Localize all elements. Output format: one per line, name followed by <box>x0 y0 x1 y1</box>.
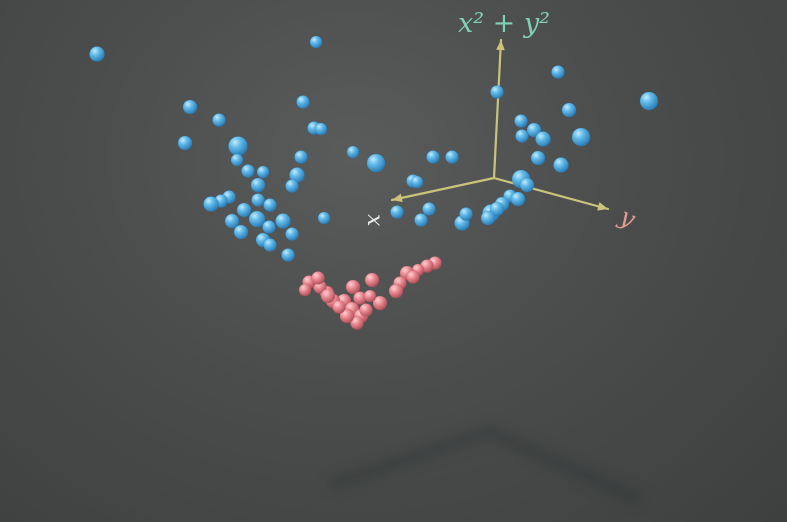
outer-class-point-10 <box>314 122 328 136</box>
inner-class-point-11 <box>372 295 388 311</box>
y-axis-line <box>492 176 610 211</box>
outer-class-point-47 <box>571 127 591 147</box>
outer-class-point-23 <box>263 198 277 212</box>
outer-class-point-33 <box>281 248 295 262</box>
inner-class-point-24 <box>359 303 373 317</box>
inner-class-point-9 <box>345 279 361 295</box>
outer-class-point-48 <box>530 150 546 166</box>
outer-class-point-7 <box>228 136 248 156</box>
outer-class-point-37 <box>426 150 440 164</box>
z-axis-line <box>492 38 503 180</box>
outer-class-point-3 <box>182 99 198 115</box>
inner-class-point-5 <box>406 270 420 284</box>
outer-class-point-40 <box>490 85 504 99</box>
points <box>89 35 659 330</box>
outer-class-point-45 <box>515 129 529 143</box>
inner-class-point-20 <box>311 271 325 285</box>
outer-class-point-14 <box>241 164 255 178</box>
inner-class-point-21 <box>320 288 336 304</box>
outer-class-point-21 <box>203 196 219 212</box>
outer-class-point-18 <box>250 177 266 193</box>
outer-class-point-28 <box>262 220 276 234</box>
outer-class-point-36 <box>410 175 424 189</box>
outer-class-point-59 <box>459 207 473 221</box>
outer-class-point-13 <box>366 153 386 173</box>
z-axis-label: x² + y² <box>458 8 550 39</box>
outer-class-point-46 <box>535 131 551 147</box>
outer-class-points <box>89 35 659 262</box>
inner-class-points <box>298 256 442 330</box>
outer-class-point-61 <box>414 213 428 227</box>
outer-class-point-12 <box>346 145 360 159</box>
outer-class-point-17 <box>285 179 299 193</box>
inner-class-point-23 <box>332 300 346 314</box>
outer-class-point-1 <box>89 46 105 62</box>
outer-class-point-26 <box>248 210 266 228</box>
outer-class-point-24 <box>236 202 252 218</box>
outer-class-point-5 <box>296 95 310 109</box>
outer-class-point-56 <box>489 201 505 217</box>
inner-class-point-22 <box>339 308 355 324</box>
outer-class-point-30 <box>285 227 299 241</box>
outer-class-point-32 <box>263 238 277 252</box>
inner-class-point-7 <box>388 283 404 299</box>
outer-class-point-42 <box>639 91 659 111</box>
outer-class-point-4 <box>212 113 226 127</box>
y-axis-label: y <box>615 202 640 234</box>
outer-class-point-25 <box>224 213 240 229</box>
outer-class-point-62 <box>390 205 404 219</box>
x-axis-label: x <box>362 214 387 227</box>
outer-class-point-60 <box>422 202 436 216</box>
floor-shadow <box>327 424 643 507</box>
inner-class-point-8 <box>364 272 380 288</box>
outer-class-point-2 <box>309 35 323 49</box>
inner-class-point-26 <box>298 283 312 297</box>
outer-class-point-53 <box>510 191 526 207</box>
inner-class-point-15 <box>350 316 364 330</box>
outer-class-point-51 <box>519 177 535 193</box>
outer-class-point-39 <box>551 65 565 79</box>
outer-class-point-34 <box>317 211 331 225</box>
outer-class-point-29 <box>233 224 249 240</box>
inner-class-point-25 <box>363 289 377 303</box>
axes <box>390 38 610 211</box>
outer-class-point-49 <box>553 157 569 173</box>
outer-class-point-57 <box>480 210 496 226</box>
y-axis-arrowhead <box>597 202 608 211</box>
outer-class-point-41 <box>561 102 577 118</box>
outer-class-point-38 <box>445 150 459 164</box>
outer-class-point-44 <box>526 122 542 138</box>
outer-class-point-6 <box>177 135 193 151</box>
x-axis-line <box>390 176 496 202</box>
outer-class-point-8 <box>230 153 244 167</box>
outer-class-point-11 <box>294 150 308 164</box>
outer-class-point-15 <box>256 165 270 179</box>
x-axis-arrowhead <box>392 193 403 203</box>
z-axis-arrowhead <box>496 40 505 51</box>
outer-class-point-27 <box>275 213 291 229</box>
outer-class-point-43 <box>514 114 528 128</box>
outer-class-point-22 <box>251 193 265 207</box>
